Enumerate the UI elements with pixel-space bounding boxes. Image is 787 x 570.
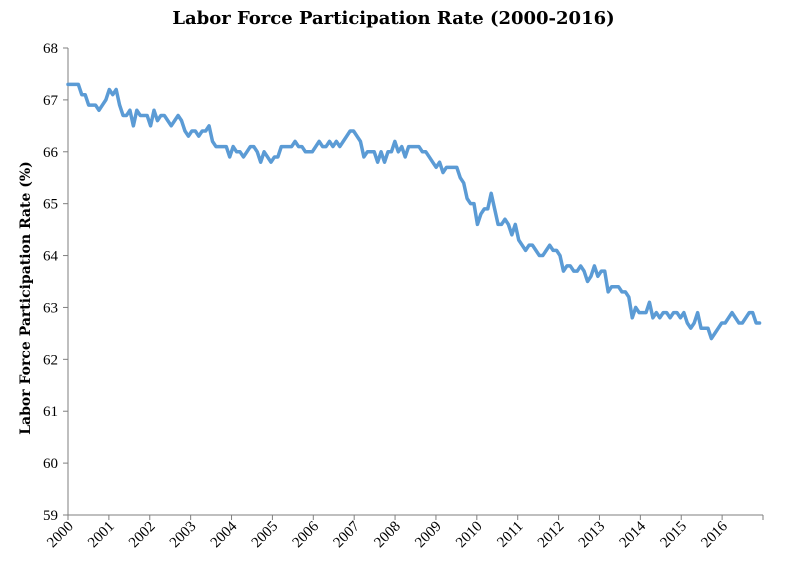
series-line <box>66 82 762 341</box>
x-tick-label: 2012 <box>535 519 568 552</box>
y-tick-label: 67 <box>43 93 59 109</box>
x-tick-label: 2002 <box>126 519 159 552</box>
x-tick-label: 2014 <box>617 518 650 551</box>
y-tick-label: 62 <box>43 352 58 368</box>
x-tick-label: 2009 <box>412 519 445 552</box>
x-tick-label: 2010 <box>453 519 486 552</box>
x-tick-label: 2005 <box>249 519 282 552</box>
y-tick-label: 60 <box>43 456 58 472</box>
x-tick-label: 2008 <box>371 519 404 552</box>
y-tick-label: 59 <box>43 508 58 524</box>
y-tick-label: 65 <box>43 197 58 213</box>
y-tick-label: 64 <box>43 249 59 265</box>
y-tick-label: 66 <box>43 145 59 161</box>
y-tick-label: 63 <box>43 300 58 316</box>
x-tick-label: 2015 <box>658 519 691 552</box>
x-tick-label: 2011 <box>494 519 526 551</box>
x-tick-label: 2013 <box>576 519 609 552</box>
y-tick-label: 68 <box>43 41 58 57</box>
x-tick-label: 2004 <box>208 518 241 551</box>
x-tick-label: 2001 <box>85 519 118 552</box>
x-tick-label: 2016 <box>698 518 731 551</box>
x-tick-label: 2006 <box>290 518 323 551</box>
chart-title: Labor Force Participation Rate (2000-201… <box>172 8 615 29</box>
x-tick-label: 2003 <box>167 519 200 552</box>
x-tick-label: 2007 <box>330 518 363 551</box>
y-tick-label: 61 <box>43 404 58 420</box>
